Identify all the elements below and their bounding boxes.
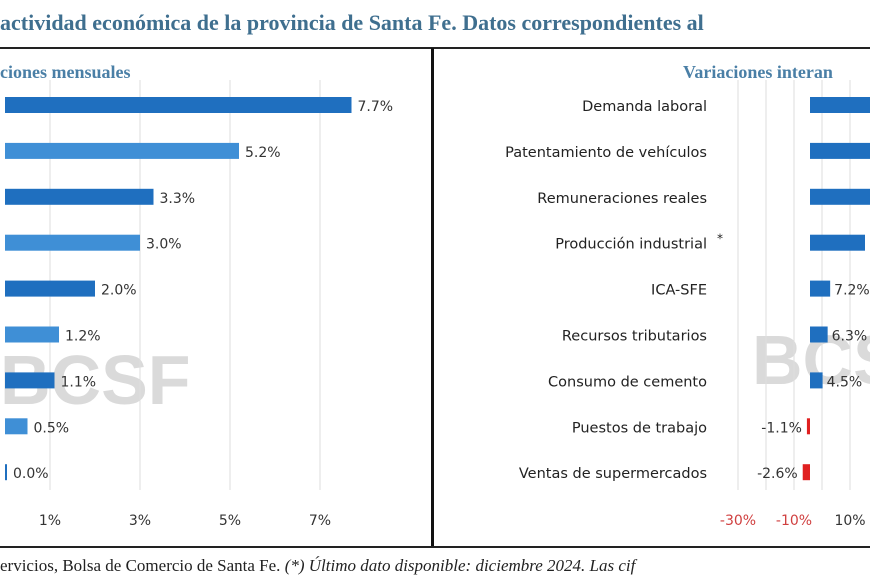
category-label: Ventas de supermercados xyxy=(519,466,707,482)
chart-title: actividad económica de la provincia de S… xyxy=(0,10,704,35)
chart-frame xyxy=(0,47,870,548)
bar xyxy=(810,188,870,205)
bar xyxy=(5,418,28,435)
data-label: 7.2% xyxy=(834,283,870,299)
bar xyxy=(810,234,865,251)
right-bar-chart: -30% -10% 10% Demanda laboral Patentamiento … xyxy=(505,80,870,529)
category-label: Remuneraciones reales xyxy=(537,191,707,207)
data-label: -2.6% xyxy=(757,466,798,482)
data-label: 1.2% xyxy=(65,329,101,345)
category-label: Recursos tributarios xyxy=(562,329,707,345)
x-tick-label: 1% xyxy=(39,513,61,529)
bar xyxy=(5,188,154,205)
x-tick-label: 5% xyxy=(219,513,241,529)
data-label: 3.0% xyxy=(146,237,182,253)
footer-note: (*) Último dato disponible: diciembre 20… xyxy=(284,556,636,575)
category-label: ICA-SFE xyxy=(651,283,707,299)
footer: ervicios, Bolsa de Comercio de Santa Fe.… xyxy=(0,556,635,576)
x-tick-label: -30% xyxy=(720,513,756,529)
asterisk-mark: * xyxy=(717,232,723,246)
x-tick-label: 10% xyxy=(834,513,865,529)
bar xyxy=(810,326,828,343)
category-label: Puestos de trabajo xyxy=(572,420,707,436)
data-label: 4.5% xyxy=(827,374,863,390)
bar xyxy=(5,280,95,297)
bar xyxy=(810,280,831,297)
left-bar-chart: 1% 3% 5% 7% 7.7% 5.2% 3.3% 3.0% 2.0% 1.2% 1.1% 0.5%… xyxy=(5,80,394,529)
data-label: 0.5% xyxy=(34,420,70,436)
data-label: 7.7% xyxy=(358,99,394,115)
bar xyxy=(5,97,352,113)
right-panel-title: Variaciones interan xyxy=(683,62,833,82)
category-label: Consumo de cemento xyxy=(548,374,707,390)
bar xyxy=(5,326,59,343)
data-label: 5.2% xyxy=(245,145,281,161)
bar xyxy=(810,97,870,113)
bar xyxy=(5,234,140,251)
data-label: 3.3% xyxy=(160,191,196,207)
data-label: 2.0% xyxy=(101,283,137,299)
x-tick-label: 3% xyxy=(129,513,151,529)
category-label: Demanda laboral xyxy=(582,99,707,115)
bar xyxy=(810,142,870,159)
bar xyxy=(802,464,810,481)
data-label: 0.0% xyxy=(13,466,49,482)
data-label: 6.3% xyxy=(832,329,868,345)
footer-source: ervicios, Bolsa de Comercio de Santa Fe. xyxy=(0,556,281,575)
category-label: Producción industrial xyxy=(555,237,707,253)
x-tick-label: 7% xyxy=(309,513,331,529)
bar xyxy=(5,372,55,389)
data-label: 1.1% xyxy=(61,374,97,390)
bar xyxy=(5,142,239,159)
left-panel-title: ciones mensuales xyxy=(0,62,131,82)
panel-divider xyxy=(431,48,434,546)
bar xyxy=(810,372,823,389)
data-label: -1.1% xyxy=(761,420,802,436)
category-label: Patentamiento de vehículos xyxy=(505,145,707,161)
bar xyxy=(806,418,810,435)
bar xyxy=(5,464,7,481)
x-tick-label: -10% xyxy=(776,513,812,529)
